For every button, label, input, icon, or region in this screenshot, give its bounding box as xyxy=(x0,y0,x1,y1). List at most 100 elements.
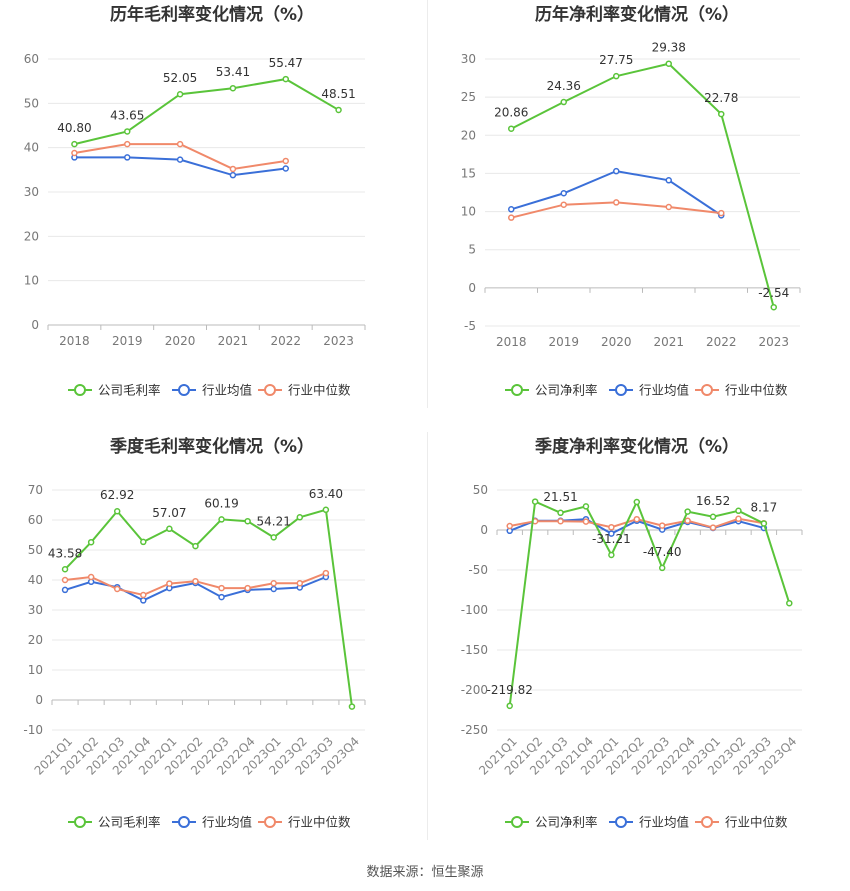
x-tick-label: 2020 xyxy=(165,334,196,348)
x-tick-label: 2019 xyxy=(548,335,579,349)
data-point xyxy=(786,599,793,607)
data-point xyxy=(508,125,515,132)
x-tick-label: 2023 xyxy=(323,334,354,348)
data-point xyxy=(557,509,564,517)
y-tick-label: 50 xyxy=(24,96,39,110)
data-point xyxy=(665,203,672,211)
legend-label: 公司毛利率 xyxy=(98,815,161,830)
y-tick-label: 15 xyxy=(461,166,476,180)
data-label: 53.41 xyxy=(216,65,250,79)
data-point xyxy=(140,597,147,604)
x-tick-label: 2022 xyxy=(706,335,737,349)
data-point xyxy=(658,522,666,529)
y-tick-label: 20 xyxy=(461,128,476,142)
data-point xyxy=(322,506,330,514)
data-point xyxy=(633,498,641,506)
y-tick-label: -100 xyxy=(461,603,488,617)
y-tick-label: 40 xyxy=(28,573,43,587)
data-point xyxy=(140,591,147,599)
data-point xyxy=(282,75,289,83)
series-line xyxy=(508,499,791,706)
data-point xyxy=(218,593,225,601)
y-tick-label: -250 xyxy=(461,723,488,737)
y-tick-label: 70 xyxy=(28,483,43,497)
data-point xyxy=(124,128,131,135)
data-point xyxy=(218,584,225,592)
data-point xyxy=(560,201,567,208)
x-tick-label: 2021 xyxy=(653,335,684,349)
y-tick-label: 0 xyxy=(468,281,476,295)
data-point xyxy=(613,167,620,175)
y-tick-label: 5 xyxy=(468,243,476,257)
data-point xyxy=(735,507,742,515)
data-point xyxy=(506,702,513,710)
data-label: 54.21 xyxy=(257,514,291,528)
y-tick-label: -50 xyxy=(468,563,488,577)
data-point xyxy=(176,90,184,98)
legend-marker xyxy=(615,384,627,396)
x-tick-label: 2022 xyxy=(270,334,301,348)
legend-label: 行业中位数 xyxy=(725,383,788,398)
chart-title: 历年毛利率变化情况（%） xyxy=(110,4,314,25)
data-label: 16.52 xyxy=(696,494,730,508)
chart-svg: 历年毛利率变化情况（%） 0 10 20 30 40 50 60 2018 2019 2020 202… xyxy=(24,4,366,398)
data-label: 55.47 xyxy=(269,56,303,70)
chart-svg: 季度净利率变化情况（%）-250-200-150-100-500502021Q1… xyxy=(461,436,803,830)
data-point xyxy=(557,517,564,525)
data-point xyxy=(718,209,725,217)
data-point xyxy=(613,72,620,80)
y-tick-label: 30 xyxy=(461,52,476,66)
data-point xyxy=(582,503,590,510)
data-point xyxy=(87,573,95,581)
data-point xyxy=(87,538,95,546)
x-tick-label: 2019 xyxy=(112,334,143,348)
data-point xyxy=(296,580,304,587)
data-label: -31.21 xyxy=(592,532,631,546)
y-tick-label: 60 xyxy=(28,513,43,527)
data-point xyxy=(244,517,251,525)
y-tick-label: 50 xyxy=(28,543,43,557)
data-point xyxy=(71,149,78,157)
legend-label: 行业均值 xyxy=(202,815,252,830)
data-point xyxy=(113,507,121,515)
data-label: 21.51 xyxy=(543,490,577,504)
data-point xyxy=(508,214,515,221)
legend-marker xyxy=(264,816,276,828)
legend-marker xyxy=(178,384,190,396)
quarterly-net-margin-chart: 季度净利率变化情况（%） -250 -200 -150 -100 -50 0 50 2021Q1… xyxy=(425,432,850,862)
data-label: -219.82 xyxy=(487,683,533,697)
data-source: 数据来源：恒生聚源 xyxy=(366,865,484,880)
data-point xyxy=(270,585,277,593)
data-point xyxy=(531,498,539,505)
x-tick-label: 2020 xyxy=(601,335,632,349)
data-point xyxy=(61,576,69,584)
series-line xyxy=(64,508,353,707)
data-point xyxy=(61,586,69,594)
data-point xyxy=(296,514,304,521)
y-tick-label: -200 xyxy=(461,683,488,697)
chart-title: 季度毛利率变化情况（%） xyxy=(110,436,314,457)
data-point xyxy=(735,515,742,523)
y-tick-label: 25 xyxy=(461,90,476,104)
data-label: 48.51 xyxy=(321,87,355,101)
data-point xyxy=(560,190,567,197)
data-point xyxy=(508,206,515,213)
data-label: 29.38 xyxy=(652,41,686,55)
legend-label: 行业均值 xyxy=(639,383,689,398)
annual-net-margin-chart: 历年净利率变化情况（%） -5 0 5 10 15 20 25 30 2018 2019 2020 20… xyxy=(425,0,850,430)
data-point xyxy=(124,140,131,148)
data-point xyxy=(665,177,672,184)
legend-marker xyxy=(74,384,86,396)
y-tick-label: 20 xyxy=(24,229,39,243)
data-point xyxy=(633,515,641,523)
y-tick-label: 0 xyxy=(480,523,488,537)
data-label: 43.58 xyxy=(48,546,82,560)
annual-gross-margin-chart: 历年毛利率变化情况（%） 0 10 20 30 40 50 60 2018 2019 2020 202… xyxy=(0,0,425,430)
data-point xyxy=(560,98,567,106)
data-point xyxy=(613,199,620,206)
data-point xyxy=(218,516,225,523)
data-point xyxy=(140,538,147,546)
data-point xyxy=(124,154,131,161)
series-line xyxy=(510,62,775,308)
data-point xyxy=(229,84,237,92)
